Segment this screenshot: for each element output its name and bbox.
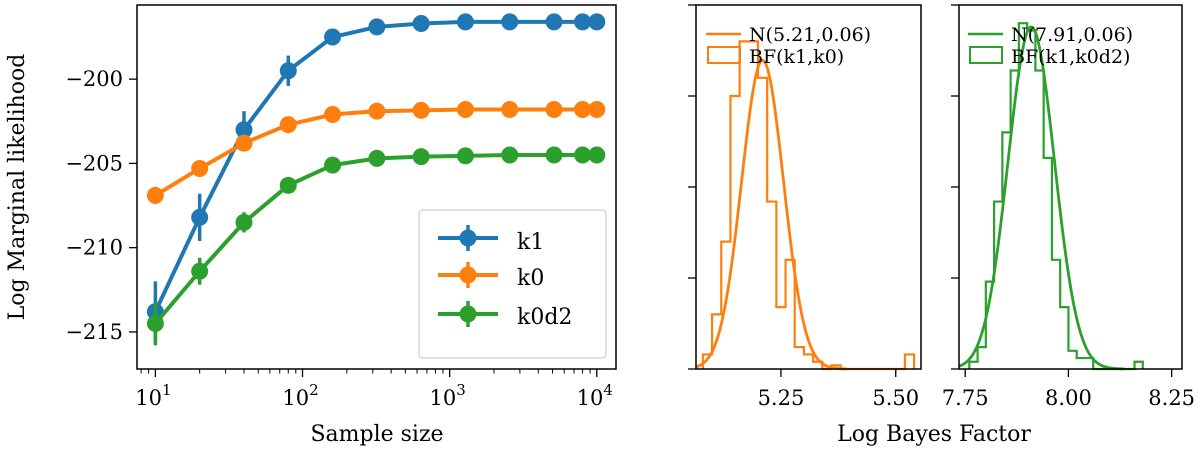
x-tick-label: 104 [577,381,613,410]
data-point [574,146,592,164]
legend-label-hist: BF(k1,k0d2) [1011,46,1130,68]
legend-label-k1: k1 [517,230,544,255]
data-point [545,146,563,164]
data-point [588,146,606,164]
data-point [279,62,297,80]
data-point [456,100,474,118]
shared-x-axis-label: Log Bayes Factor [837,422,1031,447]
normal-fit-curve [695,58,847,371]
series-k1 [146,13,606,343]
histogram-outline [968,22,1144,371]
data-point [412,15,430,33]
series-k0 [146,100,606,204]
data-point [324,156,342,174]
data-point [235,134,253,152]
data-point [191,159,209,177]
legend-label-fit: N(7.91,0.06) [1011,24,1133,46]
data-point [545,100,563,118]
data-point [279,176,297,194]
plot-frame [136,4,617,370]
series-k0d2 [146,146,606,346]
legend-marker-k1 [459,229,477,247]
data-point [501,100,519,118]
histogram-outline [701,40,916,371]
data-point [456,13,474,31]
data-point [412,101,430,119]
x-tick-label: 5.50 [872,386,919,410]
x-tick-label: 7.75 [942,386,989,410]
data-point [324,106,342,124]
legend: N(7.91,0.06) BF(k1,k0d2) [968,24,1133,68]
data-point [574,13,592,31]
likelihood-panel: 101 102 103 104 −200 −205 −210 −215 Log Margina… [5,4,617,447]
y-tick-label: −210 [65,236,123,260]
data-point [574,100,592,118]
legend-frame [418,209,607,359]
data-point [501,146,519,164]
data-point [368,102,386,120]
y-tick-label: −205 [65,151,123,175]
legend-hist-patch [707,46,741,64]
legend-label-k0: k0 [517,266,544,291]
data-point [191,208,209,226]
data-point [368,149,386,167]
data-point [324,28,342,46]
x-tick-label: 101 [135,381,171,410]
y-tick-label: −200 [65,67,123,91]
normal-fit-curve [958,25,1125,371]
x-axis-label: Sample size [310,422,443,447]
legend-marker-k0d2 [459,305,477,323]
y-tick-label: −215 [65,320,123,344]
legend-marker-k0 [459,266,477,284]
x-tick-label: 8.25 [1148,386,1195,410]
bayes-factor-k0-panel: 5.25 5.50 N(5.21,0.06) BF(k1,k0) [688,4,922,410]
legend-label-k0d2: k0d2 [517,305,572,330]
legend-hist-patch [969,46,1003,64]
data-point [235,213,253,231]
data-point [146,186,164,204]
data-point [368,18,386,36]
data-point [412,148,430,166]
x-tick-label: 103 [430,381,466,410]
legend: k1 k0 k0d2 [418,209,607,359]
legend: N(5.21,0.06) BF(k1,k0) [706,24,871,68]
data-point [588,13,606,31]
y-axis-label: Log Marginal likelihood [5,54,30,321]
data-point [235,121,253,139]
data-point [501,13,519,31]
x-tick-label: 8.00 [1045,386,1092,410]
legend-label-fit: N(5.21,0.06) [749,24,871,46]
data-point [279,116,297,134]
bayes-factor-k0d2-panel: 7.75 8.00 8.25 N(7.91,0.06) BF(k1,k0d2) [942,4,1195,410]
data-point [545,13,563,31]
data-point [191,262,209,280]
x-tick-label: 5.25 [758,386,805,410]
data-point [146,315,164,332]
data-point [456,147,474,165]
legend-label-hist: BF(k1,k0) [749,46,844,68]
x-tick-label: 102 [282,381,318,410]
data-point [588,100,606,118]
